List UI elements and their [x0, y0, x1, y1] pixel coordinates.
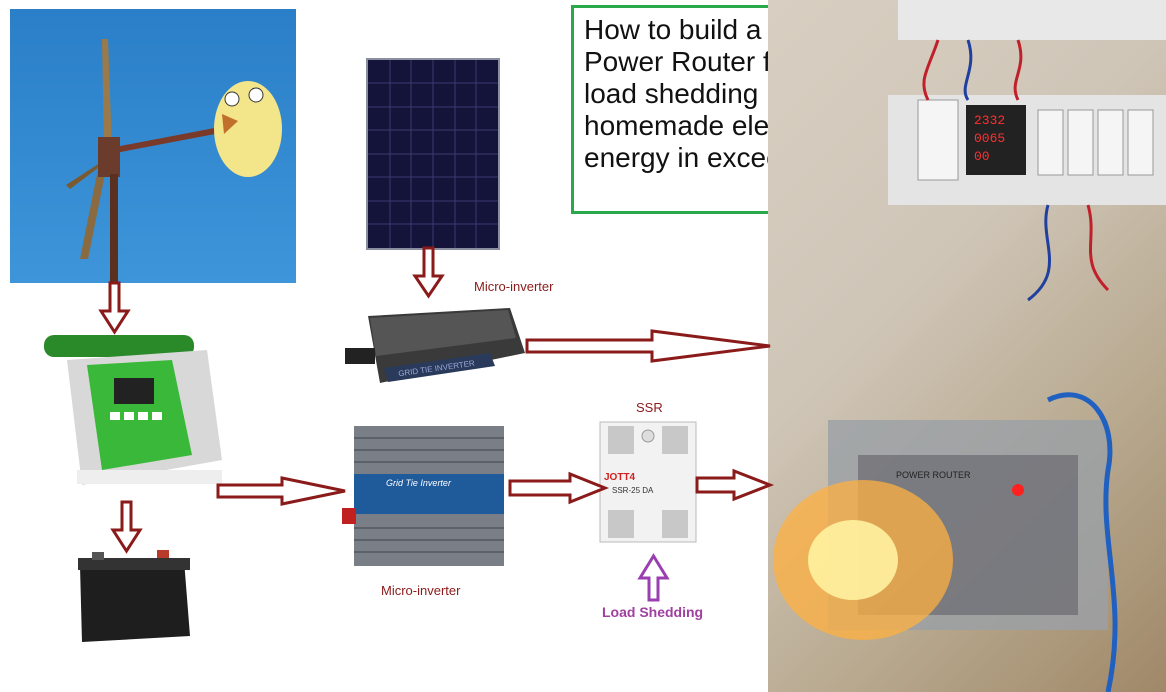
micro-inverter-bottom-image: Grid Tie Inverter — [342, 418, 512, 573]
arrow-wind-to-controller — [98, 281, 131, 335]
load-shedding-label: Load Shedding — [602, 604, 704, 620]
title-line: How to build a — [584, 14, 762, 45]
meter-value: 2332 — [974, 113, 1006, 128]
title-line: Power Router for — [584, 46, 796, 77]
power-router-box-label: POWER ROUTER — [896, 470, 971, 480]
arrow-load-shedding — [637, 553, 670, 602]
micro-inverter-top-label: Micro-inverter — [474, 279, 554, 294]
arrow-controller-to-battery — [110, 500, 143, 554]
arrow-ssr-to-house — [695, 468, 775, 502]
arrow-top-inverter-to-house — [525, 329, 771, 363]
ssr-model-text: SSR-25 DA — [612, 486, 654, 495]
arrow-solar-to-inverter — [412, 246, 445, 299]
arrow-inverter-to-ssr — [508, 471, 610, 505]
charge-controller-image — [22, 320, 227, 500]
meter-value: 00 — [974, 149, 990, 164]
micro-inverter-top-image: GRID TIE INVERTER — [340, 298, 530, 390]
micro-inverter-bottom-label: Micro-inverter — [381, 583, 461, 598]
wind-turbine-image — [10, 9, 296, 283]
ssr-label: SSR — [636, 400, 663, 415]
ssr-image: JOTT4 SSR-25 DA — [598, 418, 698, 546]
meter-value: 0065 — [974, 131, 1006, 146]
meter-display: 2332 0065 00 — [974, 112, 1020, 166]
battery-image — [72, 548, 197, 646]
inverter-bottom-plate-text: Grid Tie Inverter — [386, 478, 451, 488]
title-line: energy in exceed — [584, 142, 798, 173]
installation-photo: 2332 0065 00 POWER ROUTER — [768, 0, 1166, 692]
title-line: load shedding — [584, 78, 759, 109]
ssr-brand-text: JOTT4 — [604, 472, 636, 483]
arrow-controller-to-inverter — [216, 476, 346, 506]
